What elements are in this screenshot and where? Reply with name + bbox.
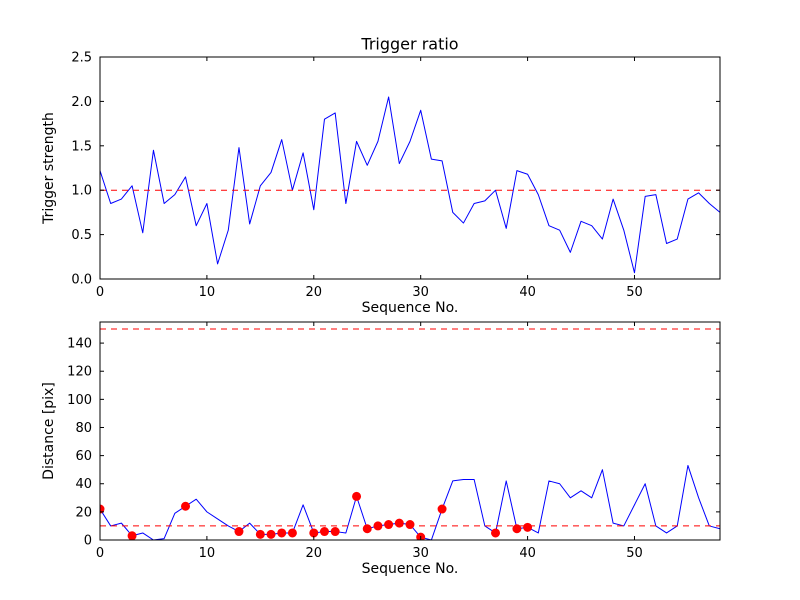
triggered-points	[405, 520, 415, 530]
top-ylabel: Trigger strength	[41, 112, 57, 224]
y-tick-label: 1.0	[71, 184, 92, 199]
triggered-points	[394, 518, 404, 528]
triggered-points	[181, 501, 191, 511]
y-tick-label: 100	[67, 393, 92, 408]
x-tick-label: 40	[519, 546, 536, 561]
y-tick-label: 2.0	[71, 95, 92, 110]
y-tick-label: 0.5	[71, 228, 92, 243]
x-tick-label: 0	[96, 546, 104, 561]
y-tick-label: 0.0	[71, 273, 92, 288]
triggered-points	[362, 524, 372, 534]
y-tick-label: 140	[67, 337, 92, 352]
x-tick-label: 20	[306, 285, 323, 300]
triggered-points	[491, 528, 501, 538]
trigger-strength-line	[100, 96, 720, 274]
triggered-points	[330, 527, 340, 537]
chart-title: Trigger ratio	[361, 34, 459, 54]
bottom-ylabel: Distance [pix]	[41, 382, 57, 480]
triggered-points	[373, 521, 383, 531]
x-tick-label: 50	[626, 285, 643, 300]
y-tick-label: 1.5	[71, 139, 92, 154]
x-tick-label: 0	[96, 285, 104, 300]
triggered-points	[437, 504, 447, 514]
triggered-points	[234, 527, 244, 537]
y-tick-label: 120	[67, 365, 92, 380]
triggered-points	[309, 528, 319, 538]
triggered-points	[266, 529, 276, 539]
x-tick-label: 20	[306, 546, 323, 561]
y-tick-label: 20	[75, 505, 92, 520]
axes-frame-1	[99, 321, 721, 541]
axes-frame-0	[99, 56, 721, 280]
y-tick-label: 40	[75, 477, 92, 492]
top-xlabel: Sequence No.	[361, 300, 459, 316]
x-tick-label: 40	[519, 285, 536, 300]
x-tick-label: 10	[199, 546, 216, 561]
triggered-points	[100, 504, 105, 514]
x-tick-label: 30	[412, 285, 429, 300]
y-tick-label: 0	[84, 534, 92, 549]
x-tick-label: 10	[199, 285, 216, 300]
triggered-points	[127, 531, 137, 540]
triggered-points	[277, 528, 287, 538]
triggered-points	[319, 527, 329, 537]
x-tick-label: 30	[412, 546, 429, 561]
triggered-points	[523, 522, 533, 532]
triggered-points	[512, 524, 522, 534]
triggered-points	[287, 528, 297, 538]
plot-area-1	[100, 328, 720, 540]
plot-area-0	[100, 96, 720, 274]
y-tick-label: 60	[75, 449, 92, 464]
triggered-points	[255, 529, 265, 539]
triggered-points	[384, 520, 394, 530]
triggered-points	[352, 491, 362, 501]
bottom-xlabel: Sequence No.	[361, 561, 459, 577]
y-tick-label: 80	[75, 421, 92, 436]
y-tick-label: 2.5	[71, 51, 92, 66]
x-tick-label: 50	[626, 546, 643, 561]
